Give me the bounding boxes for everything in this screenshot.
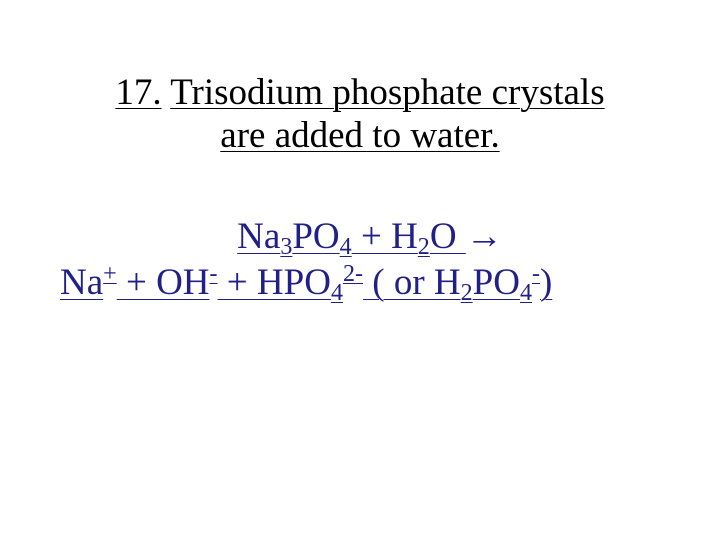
eq-superscript: + (103, 261, 117, 287)
eq-superscript: - (532, 261, 540, 287)
question-number: 17. (115, 72, 161, 113)
eq-subscript: 2 (461, 280, 473, 306)
eq-subscript: 3 (280, 234, 292, 260)
title-line-1: Trisodium phosphate crystals (170, 72, 604, 113)
slide: 17. Trisodium phosphate crystals are add… (0, 0, 720, 540)
eq-subscript: 4 (331, 280, 343, 306)
eq-subscript: 4 (340, 234, 352, 260)
eq-subscript: 2 (418, 234, 430, 260)
chemical-equation: Na3PO4 + H2O → Na+ + OH- + HPO42- ( or H… (0, 213, 720, 307)
equation-reactants: Na3PO4 + H2O → (60, 213, 680, 260)
title-line-2: are added to water. (220, 115, 499, 156)
eq-text: Na (237, 216, 280, 257)
eq-text: + HPO (218, 262, 331, 303)
eq-superscript: 2- (343, 261, 363, 287)
eq-text: PO (292, 216, 339, 257)
eq-text: ) (540, 262, 552, 303)
eq-text: PO (473, 262, 520, 303)
eq-superscript: - (210, 261, 218, 287)
eq-subscript: 4 (520, 280, 532, 306)
arrow-icon: → (466, 215, 503, 256)
eq-text: O (430, 216, 466, 257)
eq-text: + OH (117, 262, 210, 303)
eq-text: ( or H (363, 262, 461, 303)
question-title: 17. Trisodium phosphate crystals are add… (45, 72, 675, 157)
eq-text: Na (60, 262, 103, 303)
eq-text: + H (352, 216, 418, 257)
equation-products: Na+ + OH- + HPO42- ( or H2PO4-) (60, 260, 680, 306)
